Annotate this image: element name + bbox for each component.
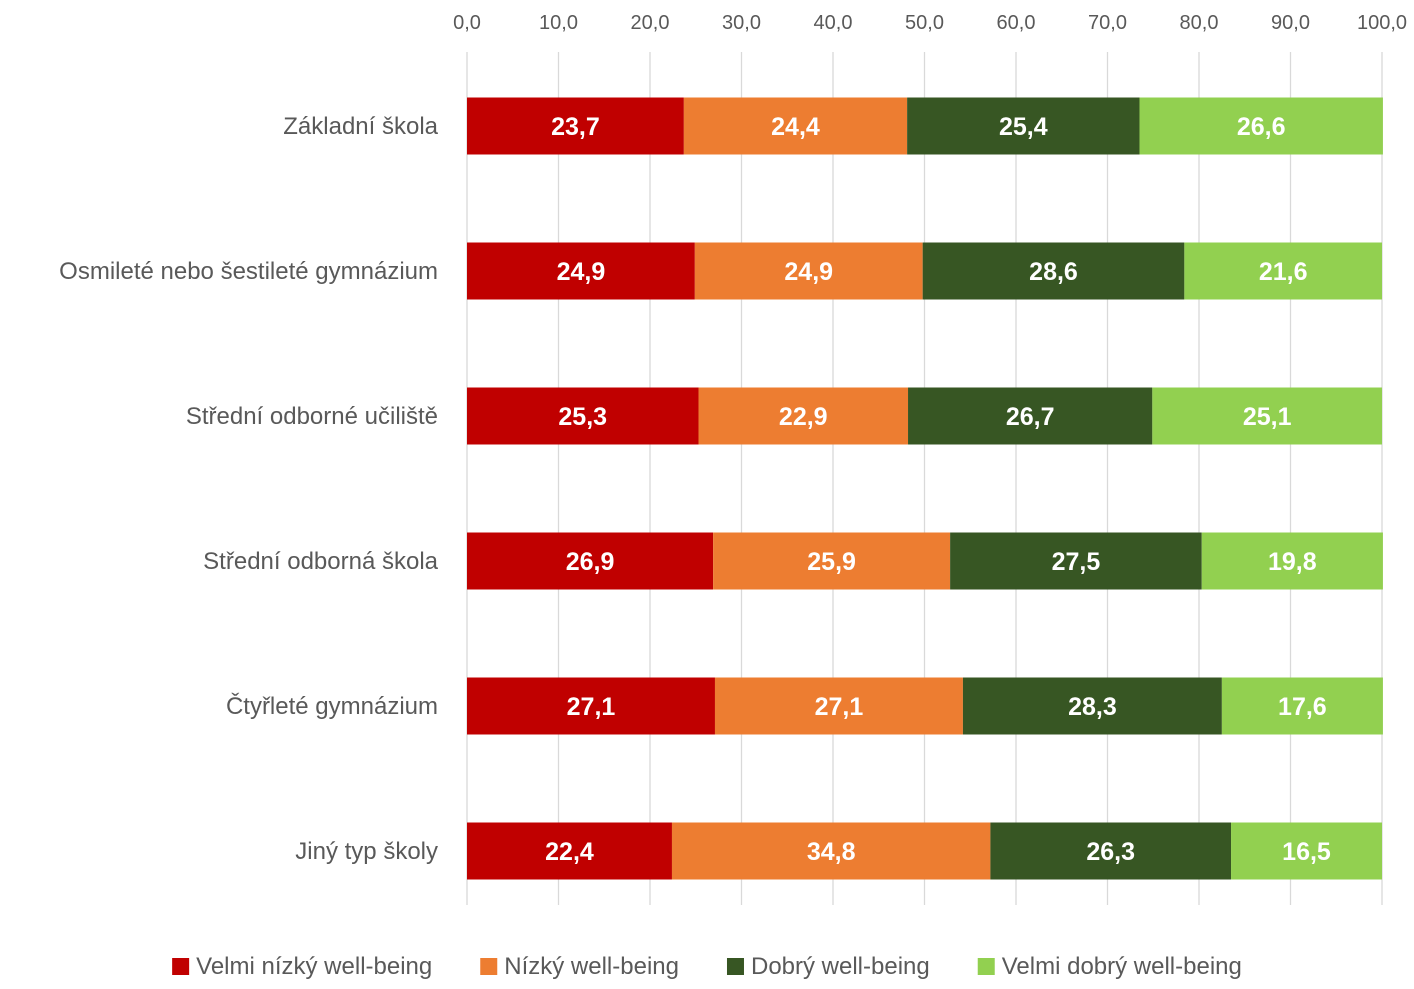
data-label: 25,4	[999, 113, 1048, 141]
x-tick-label: 40,0	[814, 12, 853, 34]
x-tick-label: 10,0	[539, 12, 578, 34]
bar-segment	[698, 387, 909, 445]
data-label: 28,3	[1068, 693, 1117, 721]
data-label: 17,6	[1278, 693, 1327, 721]
bars: 23,7 24,4 25,4 26,6 24,9 24,9 28,6 21,6 25,3 22,9…	[467, 97, 1383, 880]
data-label: 26,7	[1006, 403, 1055, 431]
bar-segment	[467, 532, 714, 590]
x-tick-label: 80,0	[1180, 12, 1219, 34]
legend-item: Velmi nízký well-being	[172, 953, 432, 980]
x-tick-label: 0,0	[453, 12, 481, 34]
data-label: 27,5	[1052, 548, 1101, 576]
bar-segment	[714, 677, 963, 735]
data-label: 34,8	[807, 838, 856, 866]
bar-segment	[683, 97, 908, 155]
data-label: 21,6	[1259, 258, 1308, 286]
legend-swatch	[172, 958, 190, 975]
data-label: 26,6	[1237, 113, 1286, 141]
legend-swatch	[480, 958, 498, 975]
bar-segment	[694, 242, 923, 300]
data-label: 22,4	[545, 838, 594, 866]
x-tick-label: 90,0	[1271, 12, 1310, 34]
data-label: 23,7	[551, 113, 600, 141]
bar-segment	[990, 822, 1232, 880]
bar-segment	[950, 532, 1202, 590]
category-label: Čtyřleté gymnázium	[226, 692, 438, 720]
bar-segment	[962, 677, 1222, 735]
x-axis-ticks: 0,0 10,0 20,0 30,0 40,0 50,0 60,0 70,0 80,0 90,0 1…	[453, 12, 1407, 34]
bar-segment	[907, 97, 1140, 155]
category-label: Střední odborné učiliště	[186, 403, 438, 430]
legend-label: Velmi nízký well-being	[196, 953, 432, 980]
bar-segment	[908, 387, 1153, 445]
category-label: Základní škola	[283, 113, 438, 140]
legend-label: Velmi dobrý well-being	[1002, 953, 1242, 980]
legend-item: Dobrý well-being	[726, 953, 930, 980]
category-label: Osmileté nebo šestileté gymnázium	[59, 258, 438, 285]
x-tick-label: 50,0	[905, 12, 944, 34]
data-label: 25,3	[558, 403, 607, 431]
bar-segment	[1152, 387, 1382, 445]
data-label: 25,9	[807, 548, 856, 576]
data-label: 22,9	[779, 403, 828, 431]
bar-segment	[467, 677, 715, 735]
data-label: 24,4	[771, 113, 820, 141]
data-label: 27,1	[567, 693, 616, 721]
data-label: 24,9	[784, 258, 833, 286]
legend-swatch	[726, 958, 744, 975]
bar-segment	[922, 242, 1185, 300]
x-tick-label: 30,0	[722, 12, 761, 34]
bar-segment	[467, 97, 684, 155]
data-label: 19,8	[1268, 548, 1317, 576]
x-tick-label: 70,0	[1088, 12, 1127, 34]
legend-item: Nízký well-being	[480, 953, 679, 980]
bar-segment	[671, 822, 991, 880]
legend-label: Nízký well-being	[504, 953, 679, 980]
legend: Velmi nízký well-being Nízký well-being Do…	[172, 953, 1242, 980]
legend-swatch	[977, 958, 995, 975]
data-label: 25,1	[1243, 403, 1292, 431]
bar-segment	[1201, 532, 1383, 590]
bar-segment	[1231, 822, 1382, 880]
category-label: Jiný typ školy	[295, 838, 438, 865]
data-label: 26,9	[566, 548, 615, 576]
data-label: 27,1	[815, 693, 864, 721]
x-tick-label: 60,0	[997, 12, 1036, 34]
x-tick-label: 100,0	[1357, 12, 1407, 34]
data-label: 16,5	[1282, 838, 1331, 866]
bar-segment	[467, 822, 672, 880]
bar-segment	[467, 242, 695, 300]
data-label: 26,3	[1086, 838, 1135, 866]
data-label: 28,6	[1029, 258, 1078, 286]
category-label: Střední odborná škola	[203, 548, 438, 575]
legend-item: Velmi dobrý well-being	[977, 953, 1242, 980]
category-labels: Základní škola Osmileté nebo šestileté gy…	[59, 113, 438, 865]
x-tick-label: 20,0	[631, 12, 670, 34]
legend-label: Dobrý well-being	[751, 953, 930, 980]
bar-segment	[467, 387, 699, 445]
data-label: 24,9	[557, 258, 606, 286]
bar-segment	[1221, 677, 1383, 735]
bar-segment	[713, 532, 951, 590]
bar-segment	[1139, 97, 1383, 155]
bar-segment	[1184, 242, 1382, 300]
gridlines	[466, 52, 1383, 905]
